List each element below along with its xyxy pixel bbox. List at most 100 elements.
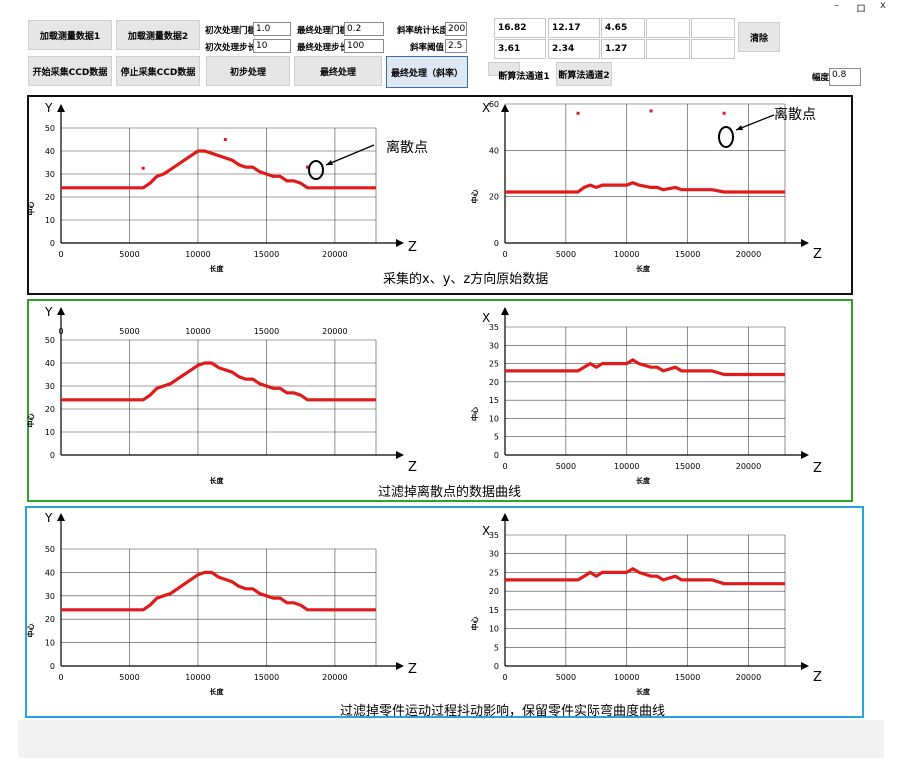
x-tick-label: 5000 xyxy=(556,462,576,471)
disconnect-channel2-button[interactable]: 断算法通道2 xyxy=(556,62,612,86)
initial-step-input[interactable]: 10 xyxy=(253,39,291,53)
y-tick-label: 0 xyxy=(494,662,499,671)
x-tick-label: 0 xyxy=(58,327,63,336)
filtered-data-panel xyxy=(27,299,853,502)
y-axis-arrow-icon xyxy=(57,513,65,521)
y-tick-label: 10 xyxy=(489,414,499,423)
result-cell: 1.27 xyxy=(601,39,645,59)
status-area xyxy=(18,720,884,758)
toolbar: 加载测量数据1 加载测量数据2 开始采集CCD数据 停止采集CCD数据 初次处理… xyxy=(0,14,900,94)
result-cell: 3.61 xyxy=(494,39,546,59)
y-tick-label: 40 xyxy=(45,568,55,577)
data-curve xyxy=(61,149,376,190)
x-axis-arrow-icon xyxy=(801,451,809,459)
outlier-point xyxy=(306,165,310,169)
raw-data-panel xyxy=(27,95,853,295)
y-axis-arrow-icon xyxy=(501,307,509,315)
result-cell xyxy=(691,39,735,59)
annotation-arrow-head-icon xyxy=(736,125,743,131)
final-data-panel xyxy=(25,506,864,718)
load-data1-button[interactable]: 加载测量数据1 xyxy=(28,20,112,50)
disconnect-channel1-button[interactable]: 断算法通道1 xyxy=(498,71,550,82)
x-tick-label: 10000 xyxy=(185,250,210,259)
amplitude-input[interactable]: 0.8 xyxy=(829,68,861,86)
final-process-slope-button[interactable]: 最终处理（斜率） xyxy=(386,56,468,88)
outlier-point xyxy=(649,109,653,113)
x-tick-label: 15000 xyxy=(675,250,700,259)
length-axis-label: 长度 xyxy=(210,264,225,273)
x-axis-arrow-icon xyxy=(801,239,809,247)
slope-length-input[interactable]: 200 xyxy=(445,22,467,36)
x-axis-arrow-icon xyxy=(396,662,404,670)
start-ccd-button[interactable]: 开始采集CCD数据 xyxy=(28,56,112,86)
stop-ccd-button[interactable]: 停止采集CCD数据 xyxy=(116,56,200,86)
x-tick-label: 10000 xyxy=(185,673,210,682)
y-tick-label: 50 xyxy=(45,545,55,554)
y-tick-label: 40 xyxy=(489,146,499,155)
y-tick-label: 60 xyxy=(489,100,499,109)
value-axis-label: 中心 xyxy=(26,414,35,428)
x-tick-label: 15000 xyxy=(254,250,279,259)
y-tick-label: 5 xyxy=(494,643,499,652)
y-tick-label: 10 xyxy=(489,625,499,634)
load-data2-button[interactable]: 加载测量数据2 xyxy=(116,20,200,50)
y-axis-arrow-icon xyxy=(57,307,65,315)
y-tick-label: 20 xyxy=(489,193,499,202)
initial-process-button[interactable]: 初步处理 xyxy=(206,56,290,86)
length-axis-label: 长度 xyxy=(210,476,225,485)
final-threshold-label: 最终处理门槛 xyxy=(297,26,349,36)
outlier-point xyxy=(223,138,227,141)
x-tick-label: 0 xyxy=(502,462,507,471)
y-tick-label: 0 xyxy=(50,662,55,671)
axis-letter: X xyxy=(482,101,490,115)
data-curve xyxy=(61,570,376,612)
value-axis-label: 中心 xyxy=(26,624,35,638)
y-tick-label: 50 xyxy=(45,336,55,345)
y-axis-arrow-icon xyxy=(57,104,65,112)
axis-letter: Y xyxy=(44,101,53,115)
length-axis-label: 长度 xyxy=(636,476,651,485)
annotation-arrow-head-icon xyxy=(326,160,333,166)
y-tick-label: 30 xyxy=(45,382,55,391)
y-tick-label: 0 xyxy=(50,451,55,460)
minimize-icon[interactable]: – xyxy=(834,0,839,11)
result-cell: 16.82 xyxy=(494,18,546,38)
small-toggle-button[interactable] xyxy=(488,62,520,76)
outlier-point xyxy=(576,111,580,115)
panel3-caption: 过滤掉零件运动过程抖动影响，保留零件实际弯曲度曲线 xyxy=(340,704,666,719)
x-tick-label: 20000 xyxy=(736,462,761,471)
x-tick-label: 5000 xyxy=(119,250,139,259)
maximize-icon[interactable]: ロ xyxy=(856,4,866,15)
final-process-button[interactable]: 最终处理 xyxy=(294,56,382,86)
data-curve xyxy=(505,181,785,194)
outlier-circle xyxy=(718,126,734,148)
z-axis-letter: Z xyxy=(408,460,417,475)
outlier-point xyxy=(722,111,726,115)
x-axis-arrow-icon xyxy=(396,239,404,247)
y-tick-label: 25 xyxy=(489,360,499,369)
x-tick-label: 10000 xyxy=(614,673,639,682)
value-axis-label: 中心 xyxy=(470,190,479,204)
y-tick-label: 20 xyxy=(45,193,55,202)
initial-threshold-input[interactable]: 1.0 xyxy=(253,22,291,36)
value-axis-label: 中心 xyxy=(470,617,479,631)
slope-threshold-input[interactable]: 2.5 xyxy=(445,39,467,53)
initial-step-label: 初次处理步长 xyxy=(205,43,257,53)
y-tick-label: 50 xyxy=(45,124,55,133)
axis-letter: X xyxy=(482,524,490,538)
axis-letter: Y xyxy=(44,305,53,319)
annotation-arrow xyxy=(325,144,375,166)
close-icon[interactable]: x xyxy=(880,0,886,11)
y-tick-label: 10 xyxy=(45,428,55,437)
final-step-input[interactable]: 100 xyxy=(344,39,384,53)
y-tick-label: 0 xyxy=(50,239,55,248)
y-axis-arrow-icon xyxy=(501,104,509,112)
clear-button[interactable]: 清除 xyxy=(738,22,780,52)
y-tick-label: 40 xyxy=(45,359,55,368)
final-threshold-input[interactable]: 0.2 xyxy=(344,22,384,36)
axis-letter: Y xyxy=(44,511,53,525)
x-axis-arrow-icon xyxy=(396,451,404,459)
x-tick-label: 15000 xyxy=(675,673,700,682)
outlier-point xyxy=(141,166,145,170)
